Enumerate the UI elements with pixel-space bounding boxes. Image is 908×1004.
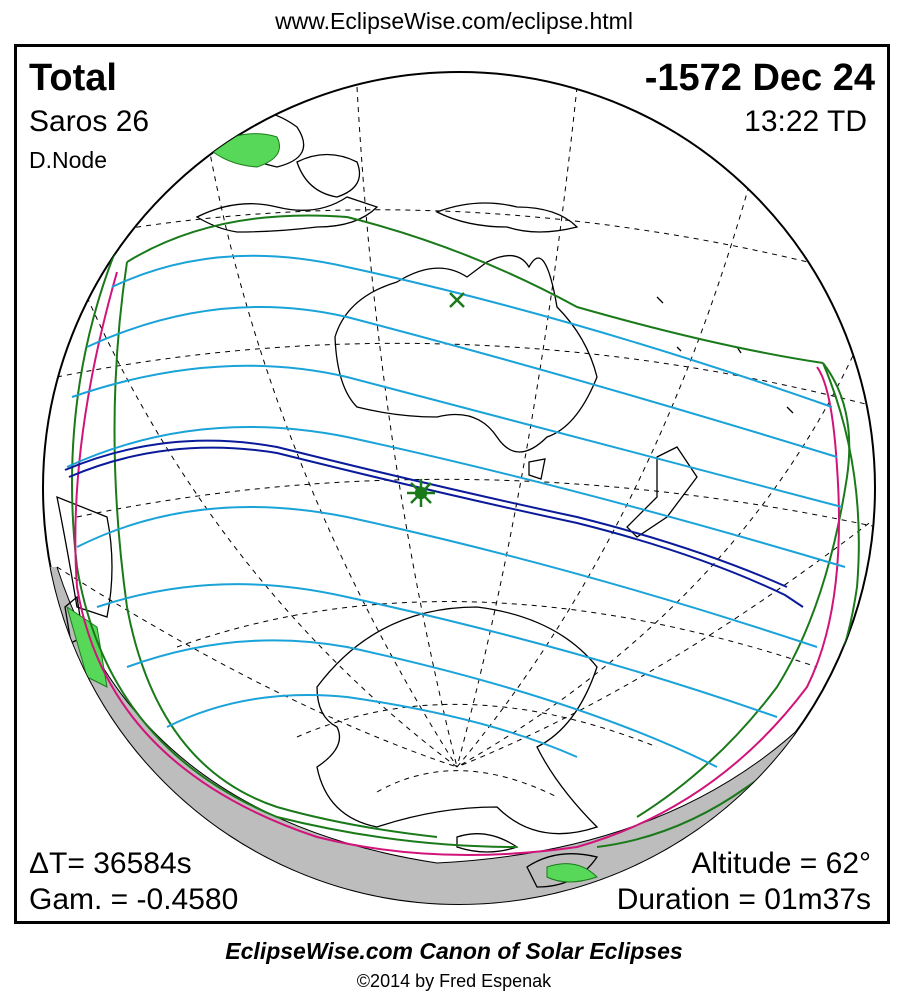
greatest-eclipse-marker [407,479,435,507]
node-label: D.Node [29,147,107,173]
copyright-notice: ©2014 by Fred Espenak [356,971,552,991]
northern-limit-curve [126,214,824,364]
rise-set-curve [74,271,840,856]
new-guinea-outline [435,202,579,233]
new-zealand-outline [626,446,698,538]
x-mark-icon [449,292,465,308]
eclipse-time: 13:22 TD [744,105,867,138]
south-america-tip-outline [526,853,599,888]
canon-title: EclipseWise.com Canon of Solar Eclipses [225,938,683,964]
central-path-south [68,446,804,608]
eclipse-type: Total [29,57,117,99]
tasmania-outline [528,458,546,480]
delta-t-value: ΔT= 36584s [29,847,192,880]
eclipse-globe-map [42,71,876,905]
eclipse-map-frame: Total -1572 Dec 24 Saros 26 13:22 TD D.N… [14,44,890,924]
coastlines [56,108,794,888]
western-limit-curve [113,261,438,838]
penumbra-limits [71,214,860,848]
gamma-value: Gam. = -0.4580 [29,883,239,916]
australia-outline [334,255,598,453]
pacific-islands-outline [656,296,794,414]
eclipse-date: -1572 Dec 24 [644,57,875,99]
night-side-shading [43,567,875,904]
borneo-outline [296,153,361,198]
central-path [64,439,804,608]
antarctica-outline [316,606,599,835]
hourly-curves [66,254,846,768]
outer-west-limit [71,246,518,848]
altitude-value: Altitude = 62° [691,847,871,880]
indonesia-outline [195,196,379,233]
latitude-lines [56,209,875,798]
central-path-north [64,439,788,588]
duration-value: Duration = 01m37s [616,883,871,916]
africa-outline [56,495,113,618]
eclipsewise-url[interactable]: www.EclipseWise.com/eclipse.html [275,8,633,34]
saros-number: Saros 26 [29,105,150,138]
eastern-limit-curve [636,362,851,818]
